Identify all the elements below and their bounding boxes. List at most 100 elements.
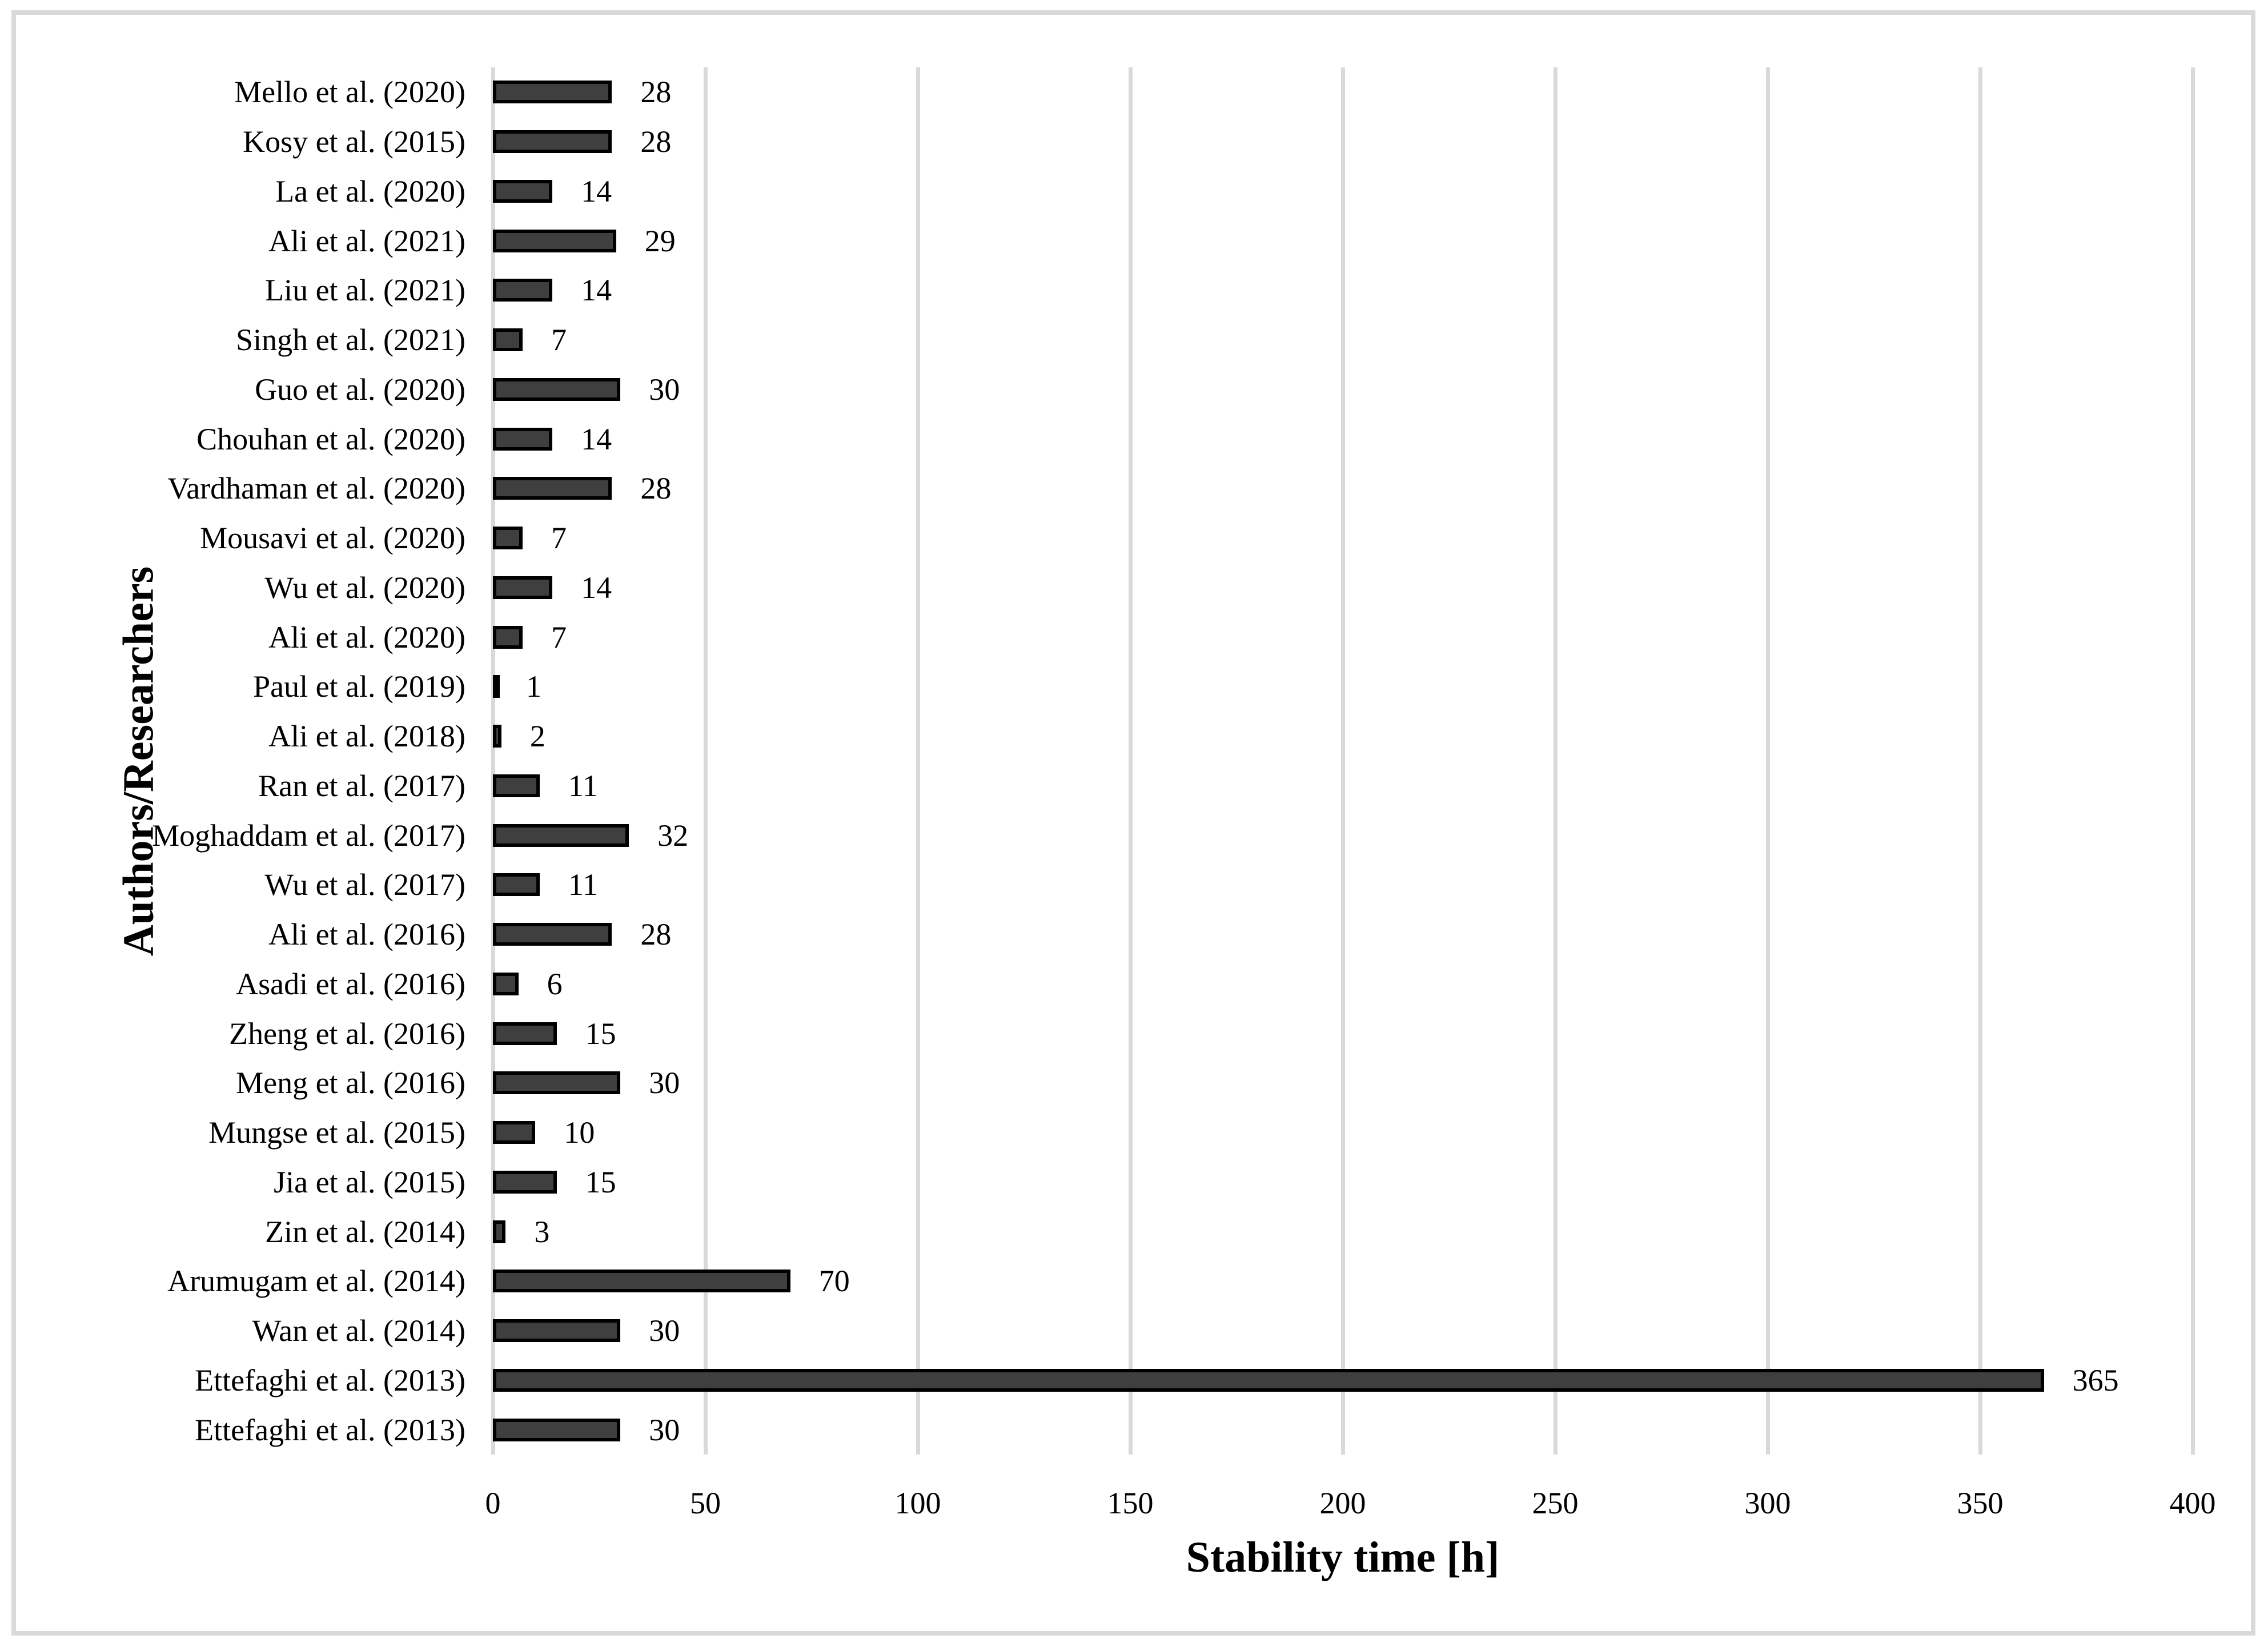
- category-label: Wu et al. (2017): [264, 867, 465, 902]
- category-label: Singh et al. (2021): [236, 323, 465, 357]
- x-tick-label: 400: [2169, 1486, 2216, 1520]
- bar-value-label: 70: [818, 1264, 850, 1299]
- category-label: Wu et al. (2020): [264, 570, 465, 605]
- x-tick-label: 150: [1107, 1486, 1154, 1520]
- bar-value-label: 11: [568, 867, 598, 902]
- bar-value-label: 6: [547, 966, 563, 1001]
- category-label: Ali et al. (2021): [268, 223, 465, 258]
- bar-value-label: 28: [640, 75, 672, 110]
- bar: [493, 1418, 621, 1441]
- bar-value-label: 28: [640, 124, 672, 159]
- bar-value-label: 3: [534, 1214, 550, 1249]
- bar-value-label: 30: [649, 1066, 680, 1100]
- category-label: Ali et al. (2016): [268, 917, 465, 952]
- bar: [493, 576, 553, 599]
- category-label: Ran et al. (2017): [258, 768, 465, 803]
- y-axis-title: Authors/Researchers: [114, 566, 163, 956]
- gridline: [2190, 67, 2195, 1455]
- bar: [493, 1071, 621, 1095]
- bar: [493, 130, 612, 154]
- x-tick-label: 50: [690, 1486, 721, 1520]
- bar-value-label: 7: [551, 323, 567, 357]
- x-axis-title: Stability time [h]: [1186, 1533, 1500, 1581]
- bar-value-label: 7: [551, 521, 567, 556]
- gridline: [1978, 67, 1982, 1455]
- bar-value-label: 15: [585, 1164, 616, 1199]
- category-label: Wan et al. (2014): [252, 1313, 465, 1348]
- bar: [493, 328, 523, 352]
- category-label: Jia et al. (2015): [274, 1164, 465, 1199]
- bar: [493, 873, 540, 897]
- bar: [493, 1270, 790, 1293]
- bar-value-label: 365: [2072, 1363, 2119, 1397]
- bar-value-label: 10: [564, 1115, 595, 1150]
- bar-value-label: 14: [581, 174, 612, 208]
- x-tick-label: 0: [485, 1486, 501, 1520]
- bar: [493, 824, 629, 847]
- category-label: Liu et al. (2021): [265, 273, 465, 308]
- bar-value-label: 32: [657, 818, 689, 853]
- bar: [493, 1022, 557, 1045]
- bar-value-label: 7: [551, 620, 567, 654]
- figure-frame: Mello et al. (2020) Kosy et al. (2015) La …: [11, 10, 2255, 1636]
- category-label: Zheng et al. (2016): [229, 1016, 465, 1051]
- bar: [493, 1121, 536, 1144]
- bar: [493, 279, 553, 302]
- bar: [493, 1220, 506, 1243]
- category-label: Asadi et al. (2016): [236, 966, 465, 1001]
- bar-value-label: 14: [581, 421, 612, 456]
- category-label: Ali et al. (2018): [268, 719, 465, 754]
- x-tick-label: 250: [1532, 1486, 1579, 1520]
- gridline: [1765, 67, 1770, 1455]
- gridline: [1340, 67, 1345, 1455]
- x-tick-label: 200: [1319, 1486, 1366, 1520]
- category-label: Arumugam et al. (2014): [167, 1264, 465, 1299]
- category-label: Zin et al. (2014): [265, 1214, 465, 1249]
- category-label: Kosy et al. (2015): [243, 124, 465, 159]
- category-label: Chouhan et al. (2020): [196, 421, 465, 456]
- bar: [493, 527, 523, 550]
- bar: [493, 923, 612, 946]
- category-label: Guo et al. (2020): [255, 372, 465, 407]
- bar: [493, 1170, 557, 1194]
- x-tick-label: 350: [1957, 1486, 2004, 1520]
- category-label: Ali et al. (2020): [268, 620, 465, 654]
- gridline: [703, 67, 708, 1455]
- bar: [493, 477, 612, 500]
- bar-value-label: 29: [644, 223, 676, 258]
- category-label: Moghaddam et al. (2017): [152, 818, 465, 853]
- category-label: Meng et al. (2016): [236, 1066, 465, 1100]
- plot-area: Mello et al. (2020) Kosy et al. (2015) La …: [16, 15, 2251, 1631]
- category-label: Ettefaghi et al. (2013): [195, 1412, 465, 1447]
- bar: [493, 427, 553, 451]
- bar-value-label: 15: [585, 1016, 616, 1051]
- bar-value-label: 11: [568, 768, 598, 803]
- category-label: Ettefaghi et al. (2013): [195, 1363, 465, 1397]
- bar-value-label: 30: [649, 1313, 680, 1348]
- bar: [493, 229, 616, 252]
- gridline: [1128, 67, 1133, 1455]
- bar: [493, 675, 500, 698]
- category-label: Mungse et al. (2015): [208, 1115, 465, 1150]
- bar: [493, 774, 540, 797]
- bar-value-label: 1: [526, 669, 541, 704]
- gridline: [491, 67, 495, 1455]
- bar: [493, 1319, 621, 1343]
- bar-value-label: 28: [640, 471, 672, 506]
- bar: [493, 972, 519, 995]
- category-label: Paul et al. (2019): [253, 669, 465, 704]
- bar: [493, 625, 523, 649]
- x-tick-label: 300: [1744, 1486, 1791, 1520]
- bar-value-label: 30: [649, 1412, 680, 1447]
- bar: [493, 1368, 2044, 1392]
- gridline: [916, 67, 920, 1455]
- category-label: Vardhaman et al. (2020): [167, 471, 465, 506]
- bar-value-label: 28: [640, 917, 672, 952]
- bar: [493, 725, 501, 748]
- bar: [493, 179, 553, 203]
- bar-value-label: 2: [529, 719, 545, 754]
- bar: [493, 377, 621, 401]
- x-tick-label: 100: [894, 1486, 941, 1520]
- bar-value-label: 14: [581, 570, 612, 605]
